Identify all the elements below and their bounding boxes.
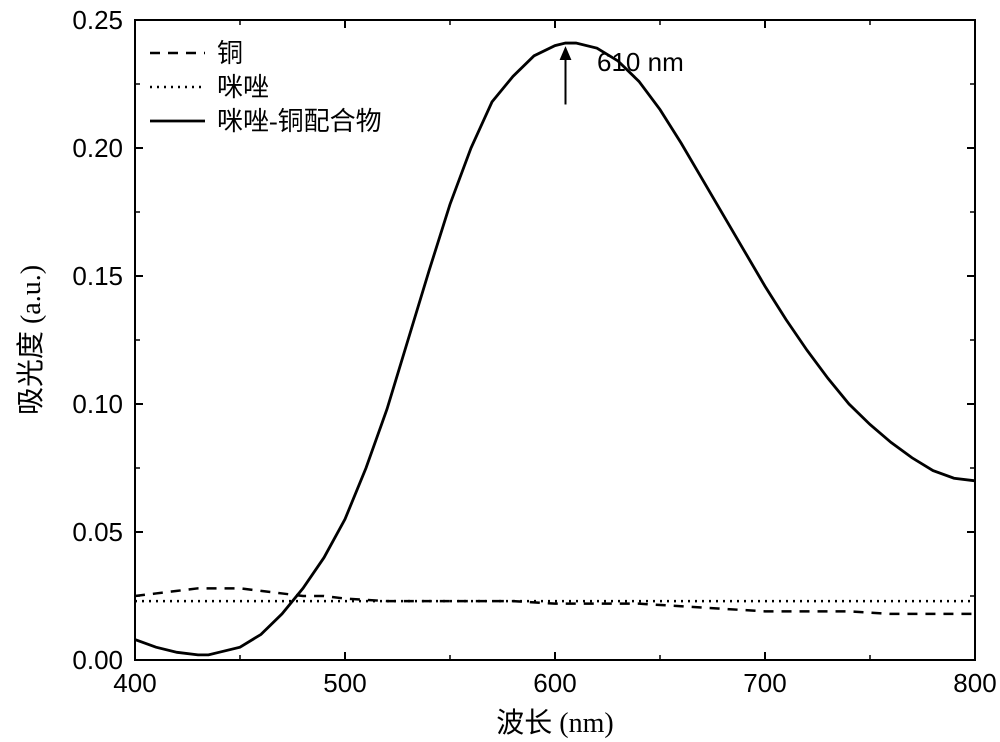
y-tick-label: 0.05 [72, 517, 123, 547]
annotation-label: 610 nm [597, 47, 684, 77]
y-axis-label: 吸光度 (a.u.) [15, 265, 47, 415]
legend-label-0: 铜 [217, 39, 243, 68]
legend-label-2: 咪唑-铜配合物 [217, 107, 382, 136]
y-tick-label: 0.10 [72, 389, 123, 419]
y-tick-label: 0.20 [72, 133, 123, 163]
y-tick-label: 0.00 [72, 645, 123, 675]
x-tick-label: 600 [533, 668, 576, 698]
absorbance-spectrum-chart: 4005006007008000.000.050.100.150.200.25波… [0, 0, 1000, 742]
x-tick-label: 500 [323, 668, 366, 698]
y-tick-label: 0.15 [72, 261, 123, 291]
x-axis-label: 波长 (nm) [496, 707, 613, 739]
legend-label-1: 咪唑 [217, 73, 269, 102]
x-tick-label: 700 [743, 668, 786, 698]
chart-container: 4005006007008000.000.050.100.150.200.25波… [0, 0, 1000, 742]
y-tick-label: 0.25 [72, 5, 123, 35]
x-tick-label: 800 [953, 668, 996, 698]
